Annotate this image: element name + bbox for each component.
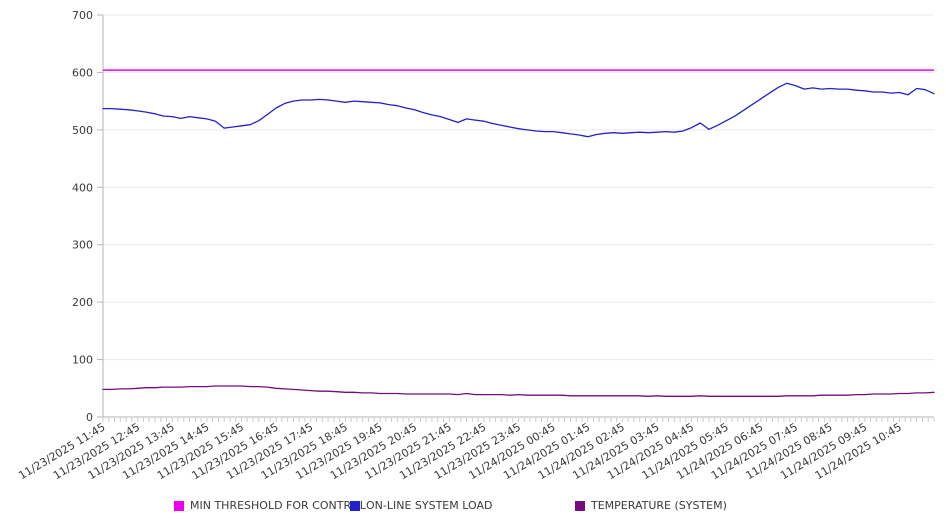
y-tick-label: 300 bbox=[72, 239, 93, 252]
y-tick-label: 0 bbox=[86, 411, 93, 424]
y-tick-label: 600 bbox=[72, 66, 93, 79]
legend-swatch-system-load bbox=[350, 500, 360, 511]
legend-label-min-threshold: MIN THRESHOLD FOR CONTROL bbox=[190, 499, 366, 512]
legend-item-temperature[interactable]: TEMPERATURE (SYSTEM) bbox=[575, 499, 727, 512]
y-tick-label: 400 bbox=[72, 181, 93, 194]
y-tick-label: 700 bbox=[72, 9, 93, 22]
series-line-2 bbox=[102, 385, 935, 397]
legend-swatch-temperature bbox=[575, 500, 585, 511]
legend-swatch-min-threshold bbox=[174, 500, 184, 511]
y-tick-label: 500 bbox=[72, 124, 93, 137]
y-tick-label: 100 bbox=[72, 354, 93, 367]
y-tick-label: 200 bbox=[72, 296, 93, 309]
legend-label-temperature: TEMPERATURE (SYSTEM) bbox=[591, 499, 727, 512]
series-line-1 bbox=[102, 82, 935, 138]
legend-label-system-load: ON-LINE SYSTEM LOAD bbox=[366, 499, 493, 512]
legend-item-min-threshold[interactable]: MIN THRESHOLD FOR CONTROL bbox=[174, 499, 366, 512]
legend-item-system-load[interactable]: ON-LINE SYSTEM LOAD bbox=[350, 499, 492, 512]
